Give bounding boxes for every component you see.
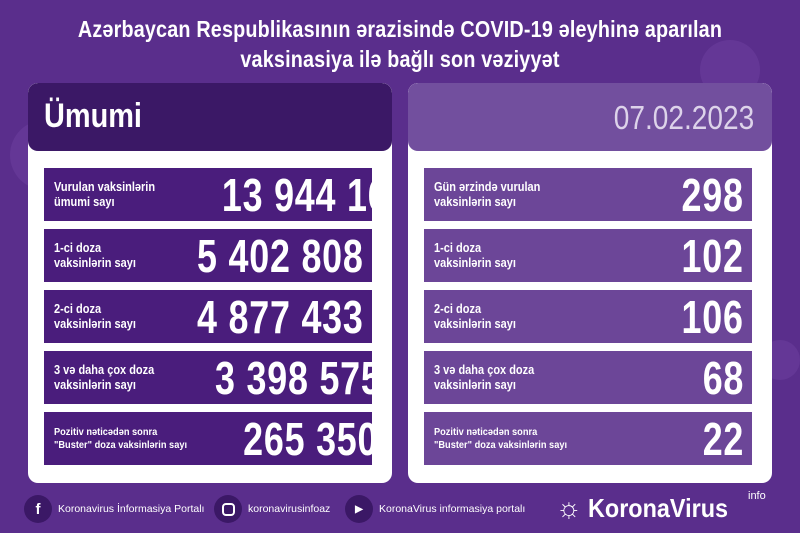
stat-row: 2-ci doza vaksinlərin sayı 106 [424,290,752,343]
stat-row: 3 və daha çox doza vaksinlərin sayı 68 [424,351,752,404]
brand-logo: ☼ KoronaVirus info [556,490,766,523]
instagram-icon [214,495,242,523]
stat-value: 68 [702,351,744,404]
stat-row: 1-ci doza vaksinlərin sayı 5 402 808 [44,229,372,282]
stat-row: 3 və daha çox doza vaksinlərin sayı 3 398 … [44,351,381,404]
stat-row: Gün ərzində vurulan vaksinlərin sayı 298 [424,168,752,221]
page-title: Azərbaycan Respublikasının ərazisində CO… [77,16,723,72]
stat-label: Pozitiv nəticədən sonra "Buster" doza vak… [434,425,568,451]
daily-header: 07.02.2023 [408,83,772,151]
stat-label: 1-ci doza vaksinlərin sayı [434,240,516,270]
youtube-icon: ▶ [345,495,373,523]
stat-row: 2-ci doza vaksinlərin sayı 4 877 433 [44,290,372,343]
instagram-link[interactable]: koronavirusinfoaz [214,495,330,523]
stat-label: Vurulan vaksinlərin ümumi sayı [54,179,156,209]
facebook-link[interactable]: f Koronavirus İnformasiya Portalı [24,495,204,523]
stat-row: Vurulan vaksinlərin ümumi sayı 13 944 166 [44,168,392,221]
stat-value: 106 [681,290,744,343]
stat-value: 265 350 [243,412,379,465]
stat-label: 3 və daha çox doza vaksinlərin sayı [54,362,155,392]
footer: f Koronavirus İnformasiya Portalı koronav… [0,490,800,528]
daily-card: 07.02.2023 Gün ərzində vurulan vaksinləri… [408,83,772,483]
stat-value: 298 [681,168,744,221]
stat-label: 2-ci doza vaksinlərin sayı [54,301,136,331]
stat-row: 1-ci doza vaksinlərin sayı 102 [424,229,752,282]
total-card: Ümumi Vurulan vaksinlərin ümumi sayı 13 94… [28,83,392,483]
stat-value: 5 402 808 [197,229,364,282]
date: 07.02.2023 [613,99,754,136]
stat-label: 2-ci doza vaksinlərin sayı [434,301,516,331]
facebook-icon: f [24,495,52,523]
stat-label: 3 və daha çox doza vaksinlərin sayı [434,362,535,392]
total-header: Ümumi [28,83,392,151]
stat-value: 3 398 575 [214,351,382,404]
stat-label: Gün ərzində vurulan vaksinlərin sayı [434,179,541,209]
stat-row: Pozitiv nəticədən sonra "Buster" doza vak… [44,412,378,465]
sun-virus-icon: ☼ [556,492,582,523]
stat-label: Pozitiv nəticədən sonra "Buster" doza vak… [54,425,188,451]
youtube-link[interactable]: ▶ KoronaVirus informasiya portalı [345,495,525,523]
stat-value: 13 944 166 [221,168,392,221]
stat-value: 4 877 433 [197,290,364,343]
stat-value: 102 [681,229,744,282]
stat-label: 1-ci doza vaksinlərin sayı [54,240,136,270]
stat-row: Pozitiv nəticədən sonra "Buster" doza vak… [424,412,752,465]
stat-value: 22 [702,412,744,465]
